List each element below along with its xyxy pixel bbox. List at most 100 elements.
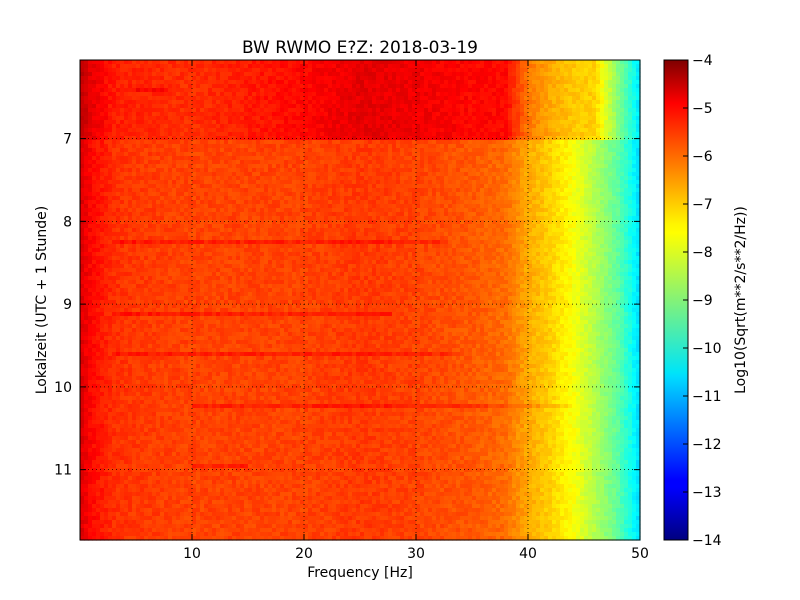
heatmap-cell [296,172,301,177]
heatmap-cell [88,160,93,165]
heatmap-cell [480,128,485,133]
heatmap-cell [356,128,361,133]
heatmap-cell [256,84,261,89]
heatmap-cell [604,84,609,89]
heatmap-cell [200,160,205,165]
heatmap-cell [464,156,469,161]
heatmap-cell [212,172,217,177]
heatmap-cell [416,172,421,177]
heatmap-cell [92,72,97,77]
heatmap-cell [192,104,197,109]
heatmap-cell [144,92,149,97]
heatmap-cell [472,112,477,117]
heatmap-cell [116,192,121,197]
heatmap-cell [588,160,593,165]
heatmap-cell [508,188,513,193]
heatmap-cell [576,68,581,73]
heatmap-cell [564,88,569,93]
heatmap-cell [620,100,625,105]
heatmap-cell [172,84,177,89]
heatmap-cell [224,112,229,117]
heatmap-cell [240,200,245,205]
heatmap-cell [572,172,577,177]
heatmap-cell [352,112,357,117]
heatmap-cell [208,152,213,157]
heatmap-cell [476,176,481,181]
heatmap-cell [364,156,369,161]
heatmap-cell [452,148,457,153]
heatmap-cell [128,124,133,129]
heatmap-cell [464,140,469,145]
heatmap-cell [608,64,613,69]
heatmap-cell [88,144,93,149]
heatmap-cell [524,124,529,129]
heatmap-cell [616,176,621,181]
heatmap-cell [524,68,529,73]
heatmap-cell [532,164,537,169]
heatmap-cell [328,128,333,133]
heatmap-cell [280,100,285,105]
heatmap-cell [604,64,609,69]
heatmap-cell [612,168,617,173]
heatmap-cell [516,104,521,109]
heatmap-cell [480,116,485,121]
heatmap-cell [276,168,281,173]
heatmap-cell [112,72,117,77]
heatmap-cell [580,92,585,97]
heatmap-cell [112,84,117,89]
heatmap-cell [108,88,113,93]
heatmap-cell [128,64,133,69]
heatmap-cell [536,104,541,109]
heatmap-cell [136,120,141,125]
heatmap-cell [176,72,181,77]
heatmap-cell [112,136,117,141]
heatmap-cell [208,80,213,85]
heatmap-cell [332,168,337,173]
heatmap-cell [376,116,381,121]
heatmap-cell [600,80,605,85]
heatmap-cell [284,140,289,145]
heatmap-cell [120,112,125,117]
heatmap-cell [292,144,297,149]
heatmap-cell [256,180,261,185]
heatmap-cell [488,128,493,133]
heatmap-cell [248,112,253,117]
heatmap-cell [208,112,213,117]
heatmap-cell [80,108,85,113]
heatmap-cell [272,124,277,129]
heatmap-cell [136,160,141,165]
heatmap-cell [416,60,421,65]
heatmap-cell [308,124,313,129]
heatmap-cell [564,108,569,113]
heatmap-cell [256,168,261,173]
heatmap-cell [84,184,89,189]
heatmap-cell [556,60,561,65]
heatmap-cell [228,108,233,113]
heatmap-cell [464,84,469,89]
heatmap-cell [584,136,589,141]
heatmap-cell [292,76,297,81]
heatmap-cell [392,148,397,153]
heatmap-cell [396,128,401,133]
heatmap-cell [220,144,225,149]
heatmap-cell [344,148,349,153]
heatmap-cell [160,124,165,129]
heatmap-cell [428,108,433,113]
heatmap-cell [468,152,473,157]
heatmap-cell [264,108,269,113]
heatmap-cell [224,200,229,205]
heatmap-cell [472,168,477,173]
heatmap-cell [364,188,369,193]
heatmap-cell [360,148,365,153]
heatmap-cell [492,184,497,189]
heatmap-cell [536,196,541,201]
heatmap-cell [600,184,605,189]
heatmap-cell [536,80,541,85]
heatmap-cell [420,160,425,165]
heatmap-cell [188,64,193,69]
heatmap-cell [452,176,457,181]
heatmap-cell [344,196,349,201]
heatmap-cell [100,72,105,77]
heatmap-cell [460,184,465,189]
heatmap-cell [516,76,521,81]
